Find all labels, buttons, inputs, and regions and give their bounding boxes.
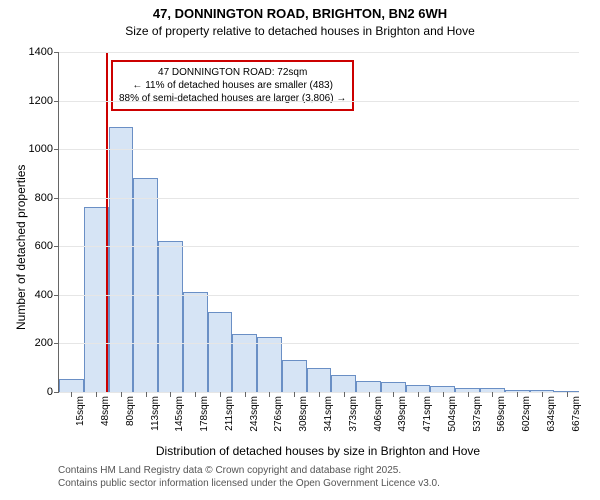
- xtick-label: 569sqm: [496, 392, 507, 432]
- xtick-mark: [393, 392, 394, 397]
- gridline: [59, 149, 579, 150]
- xtick-label: 308sqm: [298, 392, 309, 432]
- xtick-label: 113sqm: [150, 392, 161, 431]
- xtick-label: 243sqm: [249, 392, 260, 432]
- ytick-label: 0: [47, 386, 59, 398]
- histogram-bar: [158, 241, 183, 392]
- histogram-bar: [183, 292, 208, 392]
- ytick-label: 1200: [29, 95, 59, 107]
- histogram-bar: [307, 368, 332, 392]
- property-marker-line: [106, 52, 108, 392]
- xtick-label: 406sqm: [373, 392, 384, 432]
- footer-line2: Contains public sector information licen…: [58, 477, 440, 490]
- xtick-label: 211sqm: [224, 392, 235, 431]
- xtick-mark: [294, 392, 295, 397]
- histogram-bar: [208, 312, 233, 392]
- xtick-mark: [567, 392, 568, 397]
- annotation-line1: 47 DONNINGTON ROAD: 72sqm: [119, 66, 346, 79]
- xtick-label: 373sqm: [348, 392, 359, 432]
- xtick-mark: [245, 392, 246, 397]
- xtick-mark: [220, 392, 221, 397]
- x-axis-label: Distribution of detached houses by size …: [58, 444, 578, 458]
- footer-line1: Contains HM Land Registry data © Crown c…: [58, 464, 440, 477]
- histogram-bar: [109, 127, 134, 392]
- histogram-bar: [381, 382, 406, 392]
- histogram-plot: 47 DONNINGTON ROAD: 72sqm ← 11% of detac…: [58, 52, 579, 393]
- xtick-label: 80sqm: [125, 392, 136, 426]
- gridline: [59, 101, 579, 102]
- xtick-mark: [542, 392, 543, 397]
- xtick-label: 48sqm: [100, 392, 111, 426]
- ytick-label: 200: [35, 337, 59, 349]
- ytick-label: 400: [35, 289, 59, 301]
- xtick-label: 276sqm: [273, 392, 284, 432]
- xtick-label: 341sqm: [323, 392, 334, 432]
- xtick-label: 634sqm: [546, 392, 557, 432]
- xtick-mark: [369, 392, 370, 397]
- xtick-label: 471sqm: [422, 392, 433, 432]
- histogram-bar: [282, 360, 307, 392]
- page-subtitle: Size of property relative to detached ho…: [0, 24, 600, 38]
- histogram-bar: [406, 385, 431, 392]
- histogram-bar: [84, 207, 109, 392]
- xtick-label: 439sqm: [397, 392, 408, 432]
- gridline: [59, 52, 579, 53]
- y-axis-label: Number of detached properties: [14, 165, 28, 330]
- xtick-label: 602sqm: [521, 392, 532, 432]
- annotation-line2: ← 11% of detached houses are smaller (48…: [119, 79, 346, 92]
- xtick-mark: [121, 392, 122, 397]
- histogram-bar: [59, 379, 84, 392]
- annotation-box: 47 DONNINGTON ROAD: 72sqm ← 11% of detac…: [111, 60, 354, 111]
- histogram-bar: [331, 375, 356, 392]
- xtick-mark: [468, 392, 469, 397]
- xtick-mark: [492, 392, 493, 397]
- xtick-mark: [195, 392, 196, 397]
- gridline: [59, 295, 579, 296]
- xtick-mark: [96, 392, 97, 397]
- histogram-bar: [356, 381, 381, 392]
- xtick-label: 504sqm: [447, 392, 458, 432]
- gridline: [59, 343, 579, 344]
- xtick-label: 178sqm: [199, 392, 210, 432]
- annotation-line3: 88% of semi-detached houses are larger (…: [119, 92, 346, 105]
- ytick-label: 1400: [29, 46, 59, 58]
- xtick-mark: [517, 392, 518, 397]
- footer-attribution: Contains HM Land Registry data © Crown c…: [58, 464, 440, 490]
- xtick-mark: [170, 392, 171, 397]
- xtick-label: 15sqm: [75, 392, 86, 426]
- xtick-label: 667sqm: [571, 392, 582, 432]
- xtick-label: 145sqm: [174, 392, 185, 432]
- xtick-mark: [269, 392, 270, 397]
- xtick-mark: [71, 392, 72, 397]
- xtick-mark: [146, 392, 147, 397]
- ytick-label: 600: [35, 240, 59, 252]
- page-title: 47, DONNINGTON ROAD, BRIGHTON, BN2 6WH: [0, 6, 600, 21]
- histogram-bar: [133, 178, 158, 392]
- xtick-mark: [344, 392, 345, 397]
- gridline: [59, 246, 579, 247]
- xtick-mark: [443, 392, 444, 397]
- histogram-bar: [257, 337, 282, 392]
- ytick-label: 1000: [29, 143, 59, 155]
- xtick-mark: [319, 392, 320, 397]
- ytick-label: 800: [35, 192, 59, 204]
- xtick-label: 537sqm: [472, 392, 483, 432]
- gridline: [59, 198, 579, 199]
- xtick-mark: [418, 392, 419, 397]
